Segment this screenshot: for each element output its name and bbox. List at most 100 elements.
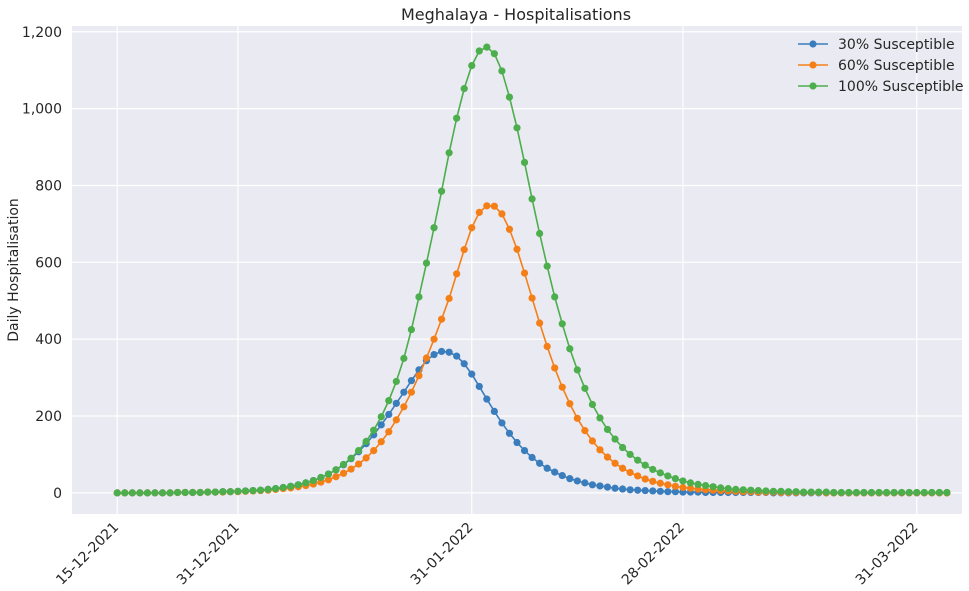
- data-point: [385, 410, 393, 419]
- data-point: [121, 489, 129, 497]
- data-point: [385, 428, 393, 436]
- data-point: [566, 475, 574, 483]
- data-point: [754, 486, 762, 495]
- data-point: [324, 470, 333, 478]
- data-point: [618, 485, 627, 493]
- data-point: [641, 461, 649, 469]
- data-point: [355, 460, 363, 468]
- data-point: [498, 210, 506, 218]
- data-point: [882, 488, 891, 497]
- data-point: [543, 342, 551, 351]
- data-point: [234, 487, 242, 495]
- legend: 30% Susceptible 60% Susceptible 100% Susce…: [798, 37, 964, 95]
- data-point: [158, 489, 167, 497]
- data-point: [536, 459, 544, 467]
- data-point: [505, 225, 514, 233]
- data-point: [634, 486, 642, 494]
- data-point: [739, 486, 747, 494]
- data-point: [641, 475, 649, 483]
- data-point: [830, 488, 838, 497]
- y-axis-ticks: 0 200 400 600 800 1,000 1,200: [22, 25, 62, 502]
- data-point: [618, 464, 627, 472]
- data-point: [649, 477, 657, 485]
- data-point: [800, 488, 808, 496]
- data-point: [626, 450, 634, 459]
- data-point: [732, 485, 740, 494]
- data-point: [437, 347, 446, 356]
- data-point: [694, 480, 702, 489]
- data-point: [551, 293, 559, 301]
- data-point: [498, 67, 506, 75]
- data-point: [287, 482, 295, 490]
- data-point: [483, 395, 491, 403]
- data-point: [385, 397, 393, 405]
- data-point: [649, 465, 657, 474]
- data-point: [453, 114, 461, 122]
- data-point: [324, 476, 333, 484]
- data-point: [935, 488, 943, 497]
- data-point: [189, 488, 197, 497]
- data-point: [943, 488, 951, 497]
- y-tick-label: 200: [35, 409, 62, 425]
- data-point: [460, 246, 468, 254]
- data-point: [392, 377, 400, 386]
- legend-marker: [809, 82, 817, 90]
- data-point: [362, 454, 370, 462]
- data-point: [453, 270, 461, 278]
- x-tick-label: 28-02-2022: [619, 520, 688, 589]
- data-point: [181, 488, 189, 497]
- data-point: [536, 229, 544, 238]
- data-point: [490, 50, 498, 58]
- data-point: [498, 419, 506, 427]
- data-point: [603, 483, 612, 491]
- data-point: [309, 476, 317, 485]
- data-point: [143, 489, 152, 497]
- data-point: [671, 488, 679, 496]
- y-tick-label: 400: [35, 332, 62, 348]
- data-point: [596, 482, 604, 490]
- data-point: [528, 453, 536, 462]
- data-point: [717, 484, 725, 492]
- data-point: [483, 202, 491, 210]
- data-point: [913, 488, 921, 497]
- data-point: [611, 484, 619, 492]
- data-point: [618, 443, 627, 452]
- data-point: [490, 202, 498, 210]
- data-point: [400, 388, 408, 396]
- data-point: [483, 43, 491, 51]
- data-point: [226, 488, 234, 496]
- data-point: [460, 360, 468, 368]
- data-point: [867, 488, 876, 497]
- data-point: [241, 487, 250, 495]
- data-point: [128, 489, 136, 497]
- data-point: [377, 413, 385, 421]
- data-point: [370, 426, 378, 434]
- data-point: [671, 475, 679, 483]
- data-point: [475, 382, 483, 391]
- data-point: [581, 427, 589, 435]
- data-point: [543, 464, 551, 472]
- chart-title: Meghalaya - Hospitalisations: [401, 5, 631, 24]
- data-point: [573, 477, 581, 485]
- data-point: [898, 488, 906, 497]
- data-point: [822, 488, 830, 496]
- data-point: [468, 370, 476, 378]
- x-axis-ticks: 15-12-2021 31-12-2021 31-01-2022 28-02-2022…: [53, 520, 921, 589]
- data-point: [377, 421, 385, 429]
- data-point: [468, 61, 476, 70]
- plot-background: [72, 26, 962, 514]
- y-tick-label: 1,000: [22, 102, 62, 118]
- data-point: [453, 352, 461, 360]
- data-point: [634, 472, 642, 480]
- data-point: [701, 481, 710, 490]
- data-point: [249, 486, 257, 495]
- y-tick-label: 0: [53, 486, 62, 502]
- data-point: [596, 414, 604, 422]
- data-point: [641, 486, 649, 495]
- data-point: [649, 487, 657, 495]
- data-point: [679, 483, 687, 492]
- data-point: [445, 294, 453, 303]
- data-point: [769, 487, 778, 495]
- data-point: [302, 479, 310, 487]
